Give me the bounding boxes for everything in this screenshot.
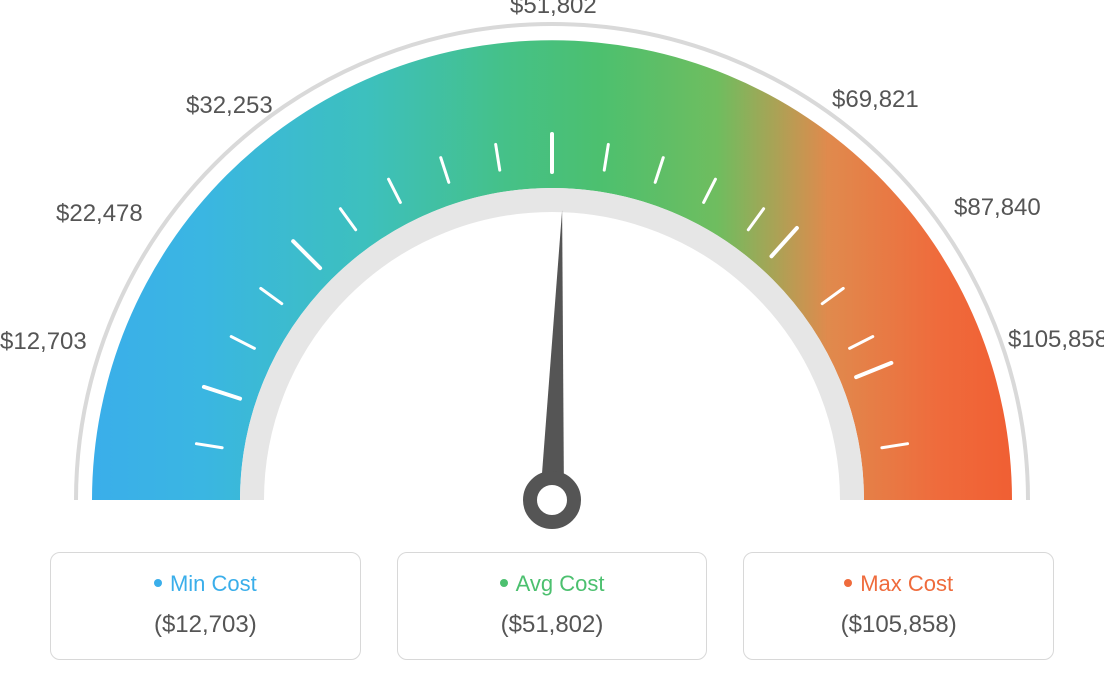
gauge-svg [0,0,1104,560]
gauge-tick-label: $32,253 [186,92,273,120]
gauge: $12,703 $22,478 $32,253 $51,802 $69,821 $87,8… [0,0,1104,560]
gauge-tick-label: $105,858 [1008,326,1104,354]
legend-value-avg: ($51,802) [408,611,697,639]
legend-card-max: Max Cost ($105,858) [743,552,1054,660]
chart-container: $12,703 $22,478 $32,253 $51,802 $69,821 $87,8… [0,0,1104,690]
gauge-tick-label: $51,802 [510,0,597,20]
legend-card-avg: Avg Cost ($51,802) [397,552,708,660]
dot-icon [500,579,508,587]
legend-value-max: ($105,858) [754,611,1043,639]
gauge-tick-label: $87,840 [954,194,1041,222]
legend-title-min: Min Cost [61,571,350,597]
legend-title-text: Min Cost [170,571,257,596]
dot-icon [154,579,162,587]
legend-title-max: Max Cost [754,571,1043,597]
gauge-tick-label: $69,821 [832,86,919,114]
legend-value-min: ($12,703) [61,611,350,639]
dot-icon [844,579,852,587]
legend-card-min: Min Cost ($12,703) [50,552,361,660]
legend-row: Min Cost ($12,703) Avg Cost ($51,802) Ma… [50,552,1054,660]
gauge-tick-label: $22,478 [56,200,143,228]
legend-title-text: Max Cost [860,571,953,596]
legend-title-avg: Avg Cost [408,571,697,597]
gauge-tick-label: $12,703 [0,328,87,356]
legend-title-text: Avg Cost [516,571,605,596]
